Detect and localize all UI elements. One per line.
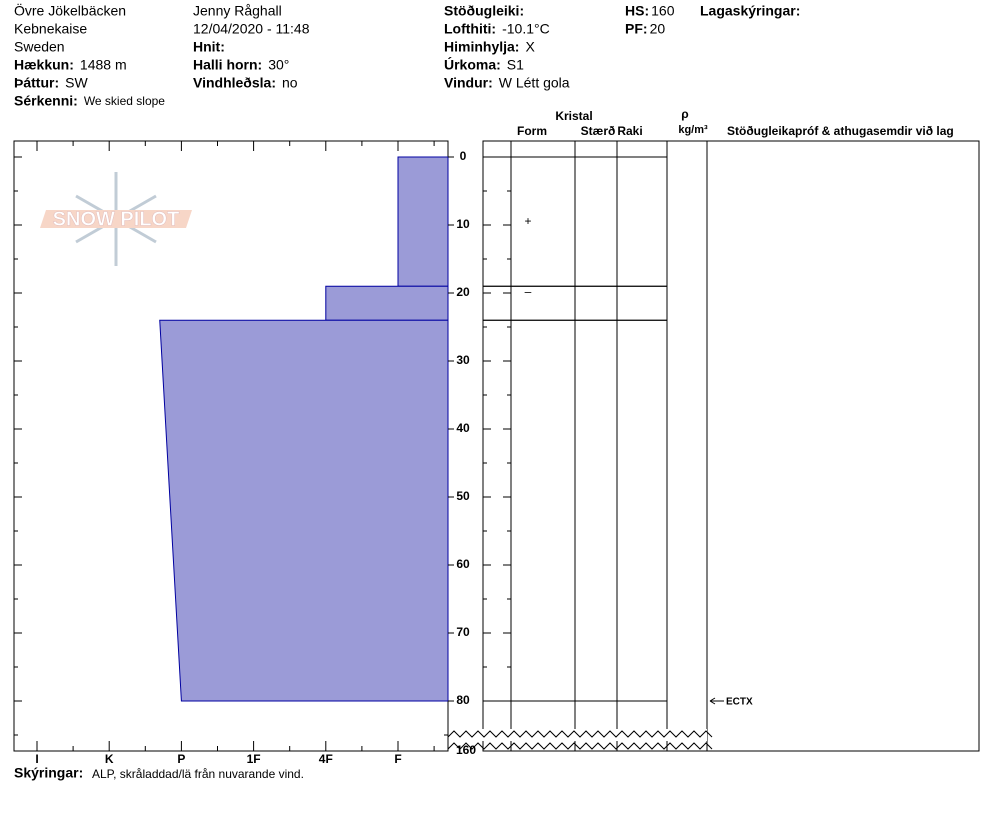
logo: SNOW PILOT bbox=[40, 172, 192, 266]
header-label: Lofthiti: bbox=[444, 21, 496, 37]
header-value: -10.1°C bbox=[502, 21, 550, 37]
comments-header: Stöðugleikapróf & athugasemdir við lag bbox=[727, 124, 954, 138]
header-value: 20 bbox=[650, 21, 666, 37]
header-value: X bbox=[525, 39, 535, 55]
moisture-header: Raki bbox=[617, 124, 642, 138]
hardness-layer bbox=[325, 285, 449, 321]
form-header: Form bbox=[517, 124, 547, 138]
header-label: Himinhylja: bbox=[444, 39, 519, 55]
hardness-label: K bbox=[105, 752, 114, 766]
break-line bbox=[447, 730, 713, 738]
test-label: ECTX bbox=[726, 697, 753, 708]
depth-tick-label: 20 bbox=[456, 285, 470, 299]
header-label: HS: bbox=[625, 3, 649, 19]
header-label: Hnit: bbox=[193, 39, 225, 55]
footer-label: Skýringar: bbox=[14, 765, 83, 781]
depth-tick-label: 80 bbox=[456, 693, 470, 707]
hardness-label: 4F bbox=[319, 752, 333, 766]
hardness-layer bbox=[159, 319, 449, 702]
hardness-label: 1F bbox=[247, 752, 261, 766]
depth-tick-label: 70 bbox=[456, 625, 470, 639]
logo-band bbox=[40, 210, 192, 228]
header-label: Úrkoma: bbox=[444, 56, 501, 73]
header-value: no bbox=[282, 75, 298, 91]
header-label: PF: bbox=[625, 21, 648, 37]
grain-form: + bbox=[524, 214, 531, 228]
test-arrow bbox=[709, 697, 724, 705]
header-label: Hækkun: bbox=[14, 57, 74, 73]
table-frame bbox=[482, 140, 980, 752]
depth-bottom-label: 160 bbox=[456, 743, 476, 757]
depth-tick-label: 50 bbox=[456, 489, 470, 503]
depth-tick-label: 40 bbox=[456, 421, 470, 435]
hardness-label: F bbox=[394, 752, 401, 766]
header-text: Kebnekaise bbox=[14, 21, 87, 37]
header-value: 160 bbox=[651, 3, 675, 19]
footer-value: ALP, skråladdad/lä från nuvarande vind. bbox=[92, 767, 304, 781]
hardness-label: I bbox=[35, 752, 38, 766]
logo-text: SNOW PILOT bbox=[53, 208, 180, 230]
depth-tick-label: 10 bbox=[456, 217, 470, 231]
size-header: Stærð bbox=[581, 124, 616, 138]
header-label: Stöðugleiki: bbox=[444, 3, 524, 19]
depth-tick-label: 0 bbox=[460, 149, 467, 163]
header-value: We skied slope bbox=[84, 94, 165, 108]
header-label: Þáttur: bbox=[14, 75, 59, 91]
header-label: Halli horn: bbox=[193, 57, 262, 73]
grain-form: – bbox=[525, 284, 532, 298]
header-label: Sérkenni: bbox=[14, 93, 78, 109]
header-label: Vindur: bbox=[444, 75, 493, 91]
header-value: 1488 m bbox=[80, 57, 127, 73]
break-line bbox=[447, 742, 713, 750]
header-text: Övre Jökelbäcken bbox=[14, 2, 126, 19]
crystal-header: Kristal bbox=[555, 109, 592, 123]
header-value: 30° bbox=[268, 57, 289, 73]
header-label: Vindhleðsla: bbox=[193, 75, 276, 91]
hardness-layer bbox=[397, 156, 449, 287]
header-text: 12/04/2020 - 11:48 bbox=[193, 21, 310, 37]
header-text: Jenny Råghall bbox=[193, 3, 282, 19]
header-value: S1 bbox=[507, 57, 524, 73]
rho-header: ρ bbox=[681, 107, 688, 121]
header-value: W Létt gola bbox=[499, 75, 570, 91]
header-value: SW bbox=[65, 75, 88, 91]
density-header: kg/m³ bbox=[678, 124, 708, 136]
header-label: Lagaskýringar: bbox=[700, 3, 800, 19]
depth-tick-label: 30 bbox=[456, 353, 470, 367]
header-text: Sweden bbox=[14, 39, 65, 55]
depth-tick-label: 60 bbox=[456, 557, 470, 571]
hardness-label: P bbox=[177, 752, 185, 766]
